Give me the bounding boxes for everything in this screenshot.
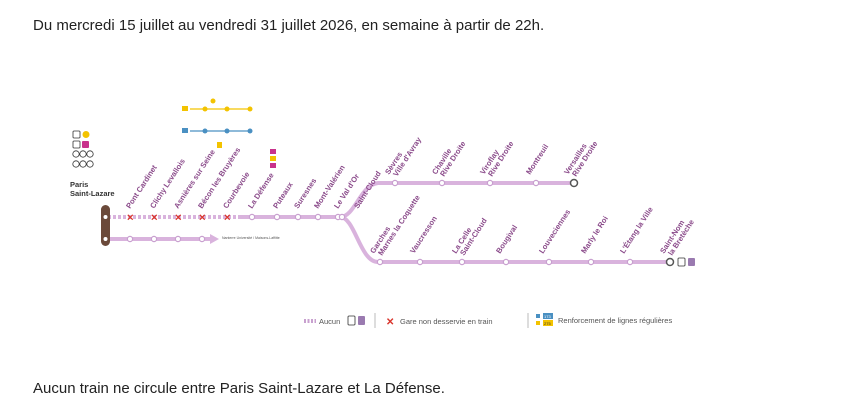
station-dot xyxy=(458,258,466,266)
terminus-versailles xyxy=(569,178,579,188)
station-label-montreuil: Montreuil xyxy=(524,143,550,177)
station-dot xyxy=(545,258,553,266)
station-dot xyxy=(486,179,494,187)
origin-station: Paris Saint-Lazare xyxy=(70,180,115,246)
closed-station-x-icon: ✕ xyxy=(224,213,232,223)
station-dot xyxy=(376,258,384,266)
line-l-icon xyxy=(688,258,695,266)
bus-line-1: 173 xyxy=(544,314,551,319)
station-dot xyxy=(174,235,182,243)
legend-closed-label: Gare non desservie en train xyxy=(400,317,493,326)
closed-station-x-icon: ✕ xyxy=(127,213,135,223)
footer-notice: Aucun train ne circule entre Paris Saint… xyxy=(33,380,445,397)
defense-icons xyxy=(270,149,276,168)
terminus-saint-nom xyxy=(665,257,695,267)
station-label-vaucresson: Vaucresson xyxy=(408,214,439,255)
trunk-line xyxy=(108,215,342,244)
line-l-icon xyxy=(358,316,365,325)
station-dot xyxy=(338,213,346,221)
legend-none-label: Aucun xyxy=(319,317,340,326)
metro-connection-lines xyxy=(182,98,253,148)
station-dot xyxy=(391,179,399,187)
station-dot xyxy=(273,213,281,221)
station-dot xyxy=(126,235,134,243)
train-icon xyxy=(677,257,686,267)
station-dot xyxy=(532,179,540,187)
rer-icon xyxy=(72,140,81,149)
connection-icons xyxy=(72,130,94,168)
station-label-marly-le-roi: Marly le Roi xyxy=(579,214,610,255)
station-dot xyxy=(314,213,322,221)
station-dot xyxy=(587,258,595,266)
legend: Aucun ✕ Gare non desservie en train 173 … xyxy=(304,313,672,328)
bus-line-2: 275 xyxy=(544,321,551,326)
train-icon xyxy=(347,315,356,326)
origin-label-1: Paris xyxy=(70,180,88,189)
station-dot xyxy=(248,213,256,221)
station-dot xyxy=(150,235,158,243)
secondary-branch-note: Nanterre Université / Maisons-Laffitte xyxy=(222,236,280,240)
closed-station-x-icon: ✕ xyxy=(199,213,207,223)
origin-label-2: Saint-Lazare xyxy=(70,189,115,198)
station-label-l-etang-la-ville: L'Étang la Ville xyxy=(618,205,655,255)
station-dot xyxy=(626,258,634,266)
station-label-bougival: Bougival xyxy=(494,223,519,255)
date-notice: Du mercredi 15 juillet au vendredi 31 ju… xyxy=(33,17,545,34)
trunk-stations: ✕Pont Cardinet✕Clichy Levallois✕Asnières… xyxy=(124,146,383,243)
metro-icon xyxy=(72,150,80,158)
closed-station-x-icon: ✕ xyxy=(175,213,183,223)
station-dot xyxy=(438,179,446,187)
station-dot xyxy=(294,213,302,221)
legend-reinforcement-label: Renforcement de lignes régulières xyxy=(558,316,672,325)
station-label-becon-les-bruyeres: Bécon les Bruyères xyxy=(196,146,242,210)
upper-branch-line xyxy=(339,181,574,219)
closed-station-x-icon: ✕ xyxy=(151,213,159,223)
station-dot xyxy=(416,258,424,266)
closed-x-icon: ✕ xyxy=(386,317,394,328)
rer-e-icon xyxy=(82,141,89,148)
station-label-louveciennes: Louveciennes xyxy=(537,208,572,255)
station-dot xyxy=(198,235,206,243)
train-icon xyxy=(72,130,81,139)
metro-3-icon xyxy=(82,131,90,138)
station-dot xyxy=(502,258,510,266)
